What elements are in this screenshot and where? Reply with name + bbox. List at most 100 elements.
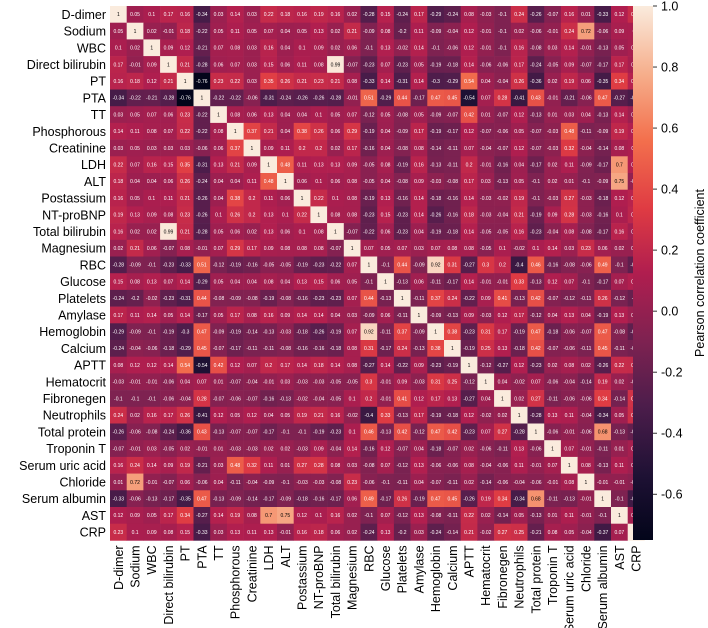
cell-value: -0.04 <box>564 380 576 386</box>
cell-value: 0.24 <box>397 346 407 352</box>
heatmap-cell <box>494 189 512 207</box>
heatmap-cell <box>444 306 461 324</box>
cell-value: 0.1 <box>299 229 306 235</box>
cell-value: -0.07 <box>163 480 175 486</box>
heatmap-cell <box>594 72 612 90</box>
heatmap-cell <box>226 22 244 40</box>
cell-value: 0.17 <box>164 413 174 419</box>
heatmap-cell <box>444 239 461 257</box>
heatmap-cell <box>594 223 612 241</box>
cell-value: -0.11 <box>580 296 591 302</box>
cell-value: 0.16 <box>331 12 341 18</box>
heatmap-cell <box>510 440 528 458</box>
heatmap-cell <box>210 490 228 508</box>
cell-value: -0.09 <box>597 129 609 135</box>
heatmap-cell <box>360 39 378 57</box>
cell-value: 0.05 <box>514 513 524 519</box>
cell-value: -0.19 <box>163 329 175 335</box>
cell-value: -0.14 <box>430 146 442 152</box>
cell-value: 0.48 <box>230 463 240 469</box>
cell-value: 0.3 <box>482 263 489 269</box>
heatmap-cell <box>126 490 144 508</box>
heatmap-cell <box>527 390 545 408</box>
cell-value: 1 <box>267 162 270 168</box>
heatmap-cell <box>460 189 478 207</box>
cell-value: 0.09 <box>397 380 407 386</box>
heatmap-cell <box>293 490 311 508</box>
heatmap-cell <box>460 406 478 424</box>
heatmap-cell <box>126 156 144 174</box>
heatmap-cell <box>460 56 478 74</box>
cell-value: -0.22 <box>196 29 208 35</box>
heatmap-cell <box>343 289 361 307</box>
cell-value: -0.24 <box>397 12 409 18</box>
cell-value: 0.18 <box>314 363 324 369</box>
cell-value: -0.11 <box>447 146 458 152</box>
row-label: LDH <box>81 158 106 172</box>
cell-value: 0.92 <box>364 329 374 335</box>
cell-value: 0.02 <box>147 29 157 35</box>
cell-value: 0.7 <box>616 162 623 168</box>
heatmap-cell <box>143 356 161 374</box>
heatmap-cell <box>343 223 361 241</box>
heatmap-cell <box>393 273 411 291</box>
row-label: APTT <box>74 359 106 373</box>
cell-value: 0.24 <box>113 413 123 419</box>
heatmap-cell <box>410 223 428 241</box>
heatmap-cell <box>393 189 411 207</box>
cell-value: -0.19 <box>530 213 542 219</box>
cell-value: 0.06 <box>381 313 391 319</box>
heatmap-cell <box>260 122 278 140</box>
heatmap-cell <box>494 423 512 441</box>
cell-value: 0.05 <box>214 313 224 319</box>
cell-value: 1 <box>585 480 588 486</box>
column-label: AST <box>613 545 627 570</box>
heatmap-cell <box>277 189 294 207</box>
heatmap-cell <box>260 306 278 324</box>
heatmap-cell <box>410 122 428 140</box>
cell-value: -0.11 <box>580 129 591 135</box>
cell-value: 0.11 <box>514 463 524 469</box>
cell-value: -0.09 <box>280 496 292 502</box>
cell-value: 0.02 <box>548 179 558 185</box>
heatmap-cell <box>393 306 411 324</box>
heatmap-cell <box>176 122 194 140</box>
heatmap-cell <box>160 373 178 391</box>
cell-value: -0.08 <box>614 329 626 335</box>
heatmap-cell <box>277 156 294 174</box>
heatmap-cell <box>277 323 294 341</box>
heatmap-cell <box>410 473 428 491</box>
cell-value: -0.06 <box>246 96 258 102</box>
heatmap-cell <box>460 239 478 257</box>
cell-value: 0.42 <box>464 112 474 118</box>
cell-value: -0.2 <box>398 29 407 35</box>
cell-value: -0.12 <box>363 112 375 118</box>
heatmap-cell <box>343 89 361 107</box>
cell-value: 0.14 <box>347 446 357 452</box>
heatmap-cell <box>560 139 578 157</box>
cell-value: 0.14 <box>414 46 424 52</box>
heatmap-cell <box>360 173 378 190</box>
heatmap-cell <box>210 273 228 291</box>
heatmap-cell <box>510 390 528 408</box>
cell-value: 0.27 <box>498 430 508 436</box>
cell-value: 0.14 <box>564 46 574 52</box>
cell-value: -0.26 <box>196 213 208 219</box>
heatmap-cell <box>427 239 445 257</box>
cell-value: 0.02 <box>331 29 341 35</box>
cell-value: -0.16 <box>313 496 325 502</box>
heatmap-cell <box>126 139 144 157</box>
cell-value: 0.2 <box>248 196 255 202</box>
heatmap-cell <box>210 239 228 257</box>
cell-value: -0.03 <box>296 480 308 486</box>
cell-value: 0.14 <box>414 196 424 202</box>
heatmap-cell <box>277 273 294 291</box>
cell-value: 0.06 <box>381 229 391 235</box>
cell-value: 0.13 <box>381 196 391 202</box>
cell-value: -0.24 <box>163 430 175 436</box>
heatmap-cell <box>310 139 328 157</box>
heatmap-cell <box>243 456 261 474</box>
heatmap-cell <box>293 189 311 207</box>
cell-value: 0.14 <box>381 79 391 85</box>
heatmap-cell <box>393 106 411 124</box>
